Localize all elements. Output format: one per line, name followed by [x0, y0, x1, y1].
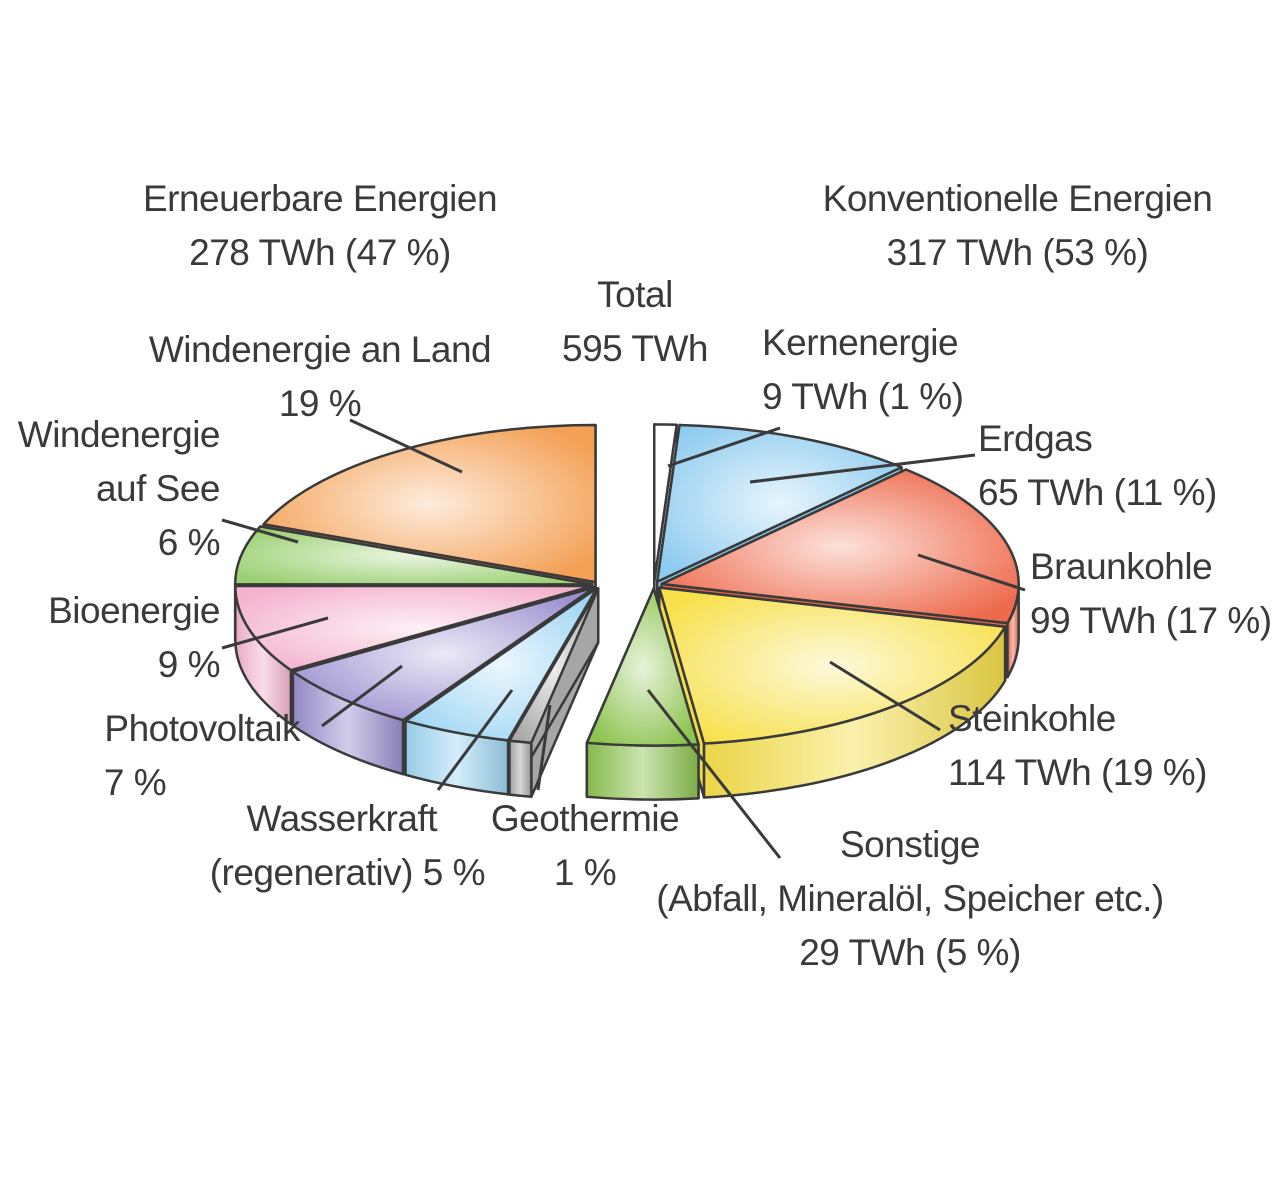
slice-label-stein: Steinkohle 114 TWh (19 %)	[948, 698, 1207, 793]
slice-label-bio: Bioenergie 9 %	[48, 590, 220, 685]
leader-line-bio	[221, 616, 329, 650]
leader-line-wasser	[436, 689, 514, 791]
group-label-conventional: Konventionelle Energien 317 TWh (53 %)	[822, 178, 1213, 273]
slice-stein	[658, 586, 1007, 799]
slice-label-sonst: Sonstige (Abfall, Mineralöl, Speicher et…	[656, 824, 1164, 973]
group-label-renewable: Erneuerbare Energien 278 TWh (47 %)	[142, 178, 498, 273]
leader-line-see	[221, 518, 299, 544]
slice-label-kern: Kernenergie 9 TWh (1 %)	[762, 322, 964, 417]
leader-line-erdgas	[749, 453, 976, 484]
slice-sonst	[585, 587, 700, 801]
slice-label-geo: Geothermie 1 %	[490, 798, 680, 893]
slice-label-erdgas: Erdgas 65 TWh (11 %)	[978, 418, 1217, 513]
slice-geo	[508, 587, 600, 798]
leader-line-geo	[536, 704, 552, 791]
leader-line-kern	[667, 426, 781, 468]
leader-line-stein	[829, 660, 941, 732]
slice-label-wasser: Wasserkraft (regenerativ) 5 %	[209, 798, 486, 893]
slice-label-land: Windenergie an Land 19 %	[148, 329, 492, 424]
leader-line-land	[349, 418, 463, 474]
leader-line-sonst	[646, 689, 782, 859]
slice-label-pv: Photovoltaik 7 %	[103, 708, 301, 803]
leader-line-pv	[321, 664, 403, 728]
slice-label-see: Windenergie auf See 6 %	[17, 414, 221, 563]
total-label: Total 595 TWh	[562, 274, 708, 369]
slice-label-braun: Braunkohle 99 TWh (17 %)	[1030, 546, 1272, 641]
leader-line-braun	[917, 553, 1026, 592]
